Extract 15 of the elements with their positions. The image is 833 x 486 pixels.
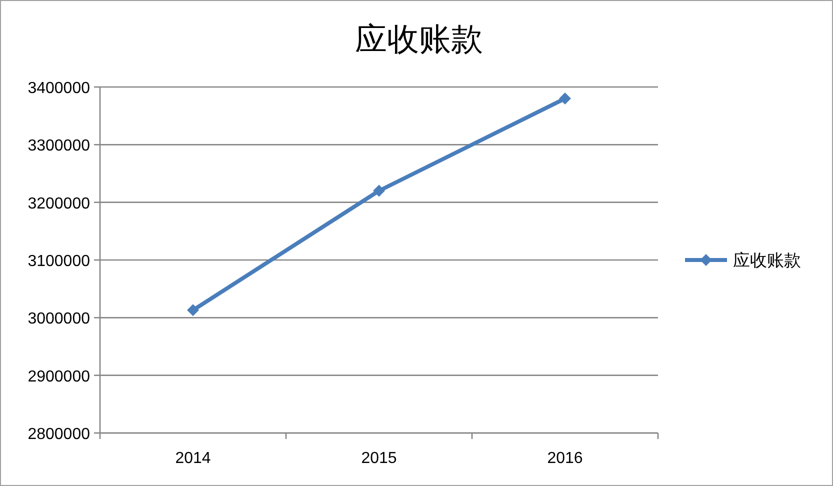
x-tick-label: 2015	[361, 450, 397, 467]
legend-label: 应收账款	[733, 251, 801, 270]
x-tick-label: 2016	[547, 450, 583, 467]
y-tick-label: 3100000	[28, 253, 90, 270]
y-tick-label: 3000000	[28, 310, 90, 328]
point	[559, 92, 571, 105]
point	[187, 304, 199, 316]
point	[373, 184, 385, 197]
y-tick-label: 3300000	[28, 138, 90, 155]
y-tick-label: 3200000	[28, 195, 90, 212]
chart-title: 应收账款	[355, 21, 483, 57]
y-tick-label: 2900000	[28, 368, 90, 386]
y-tick-label: 2800000	[28, 426, 90, 443]
y-tick-label: 3400000	[28, 80, 90, 97]
x-tick-label: 2014	[175, 450, 211, 467]
